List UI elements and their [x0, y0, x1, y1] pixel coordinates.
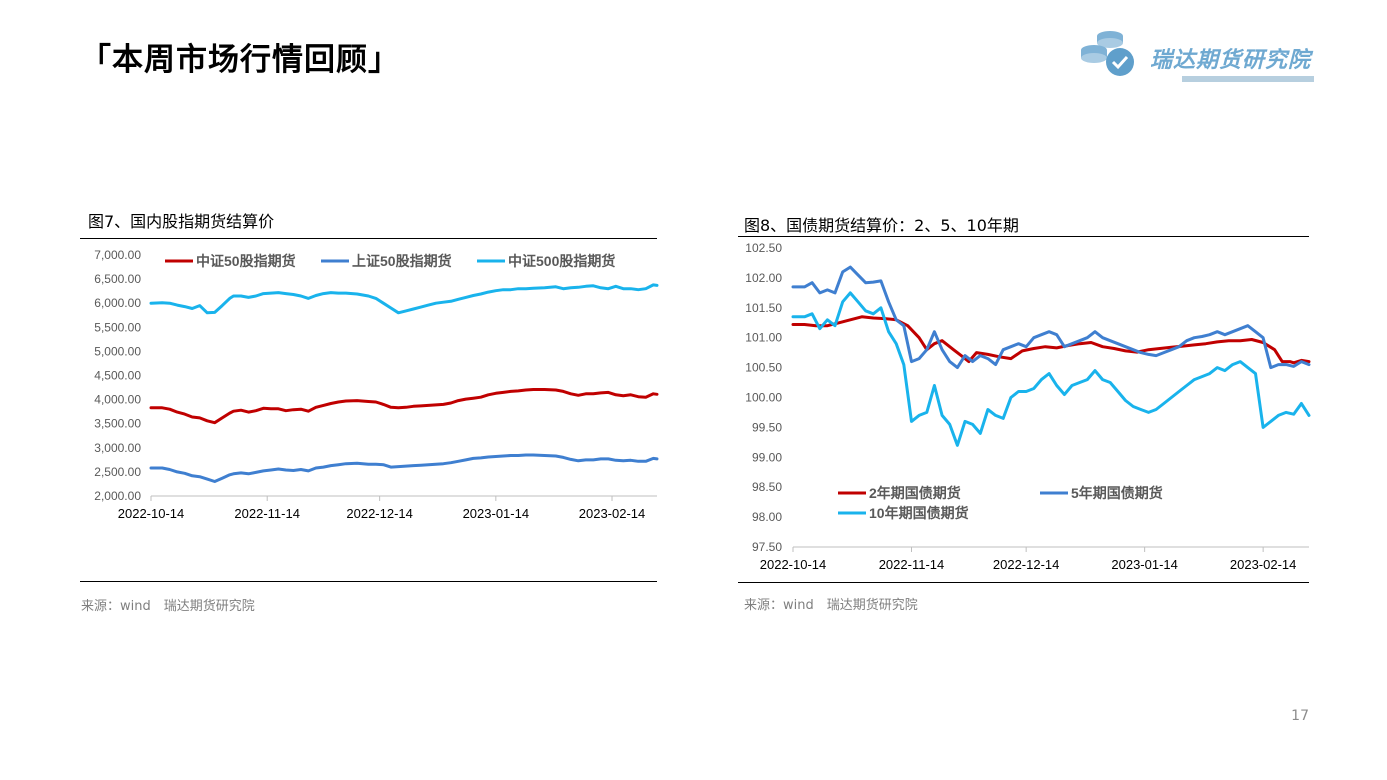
logo-underline: [1182, 76, 1314, 82]
chart-1-y-tick-label: 2,000.00: [94, 489, 141, 503]
chart-2-series-line-2: [791, 265, 1311, 370]
chart-2-y-tick-label: 98.00: [752, 510, 782, 524]
chart-1-legend-label-3: 中证500股指期货: [508, 253, 615, 269]
chart-2-legend-label-1: 2年期国债期货: [869, 485, 961, 501]
logo: 瑞达期货研究院: [1076, 28, 1316, 88]
chart-1-y-tick-label: 4,500.00: [94, 369, 141, 383]
chart-2-y-tick-label: 101.50: [745, 301, 782, 315]
chart-2-x-tick-label: 2022-12-14: [993, 557, 1060, 572]
chart-2-source: 来源：wind 瑞达期货研究院: [744, 598, 918, 613]
chart-1-y-tick-label: 6,000.00: [94, 296, 141, 310]
chart-1-x-tick-label: 2023-01-14: [463, 506, 530, 521]
chart-2-x-tick-label: 2022-10-14: [760, 557, 827, 572]
chart-2-series-line-1: [791, 315, 1311, 365]
chart-1-y-tick-label: 3,000.00: [94, 441, 141, 455]
chart-1-bottom-rule: [80, 581, 657, 582]
chart-2-y-tick-label: 98.50: [752, 480, 782, 494]
chart-1-x-tick-label: 2022-12-14: [346, 506, 413, 521]
logo-text: 瑞达期货研究院: [1150, 48, 1312, 73]
chart-2-y-tick-label: 102.00: [745, 271, 782, 285]
chart-1-title: 图7、国内股指期货结算价: [88, 212, 275, 231]
chart-1-y-tick-label: 3,500.00: [94, 417, 141, 431]
chart-1-x-tick-label: 2022-10-14: [118, 506, 185, 521]
chart-2-y-tick-label: 99.00: [752, 450, 782, 464]
chart-2-bottom-rule: [738, 582, 1309, 583]
chart-1-legend-label-2: 上证50股指期货: [352, 253, 452, 269]
chart-1-y-tick-label: 6,500.00: [94, 272, 141, 286]
chart-2-y-tick-label: 102.50: [745, 241, 782, 255]
chart-2-title: 图8、国债期货结算价：2、5、10年期: [744, 216, 1019, 235]
chart-2-y-tick-label: 100.50: [745, 361, 782, 375]
chart-2-y-tick-label: 101.00: [745, 331, 782, 345]
chart-1-series-line-2: [149, 453, 659, 483]
chart-2-x-tick-label: 2022-11-14: [879, 557, 945, 572]
chart-2-legend-label-2: 5年期国债期货: [1071, 485, 1163, 501]
chart-2-y-tick-label: 100.00: [745, 391, 782, 405]
chart-2-legend-label-3: 10年期国债期货: [869, 505, 969, 521]
chart-1-y-tick-label: 7,000.00: [94, 248, 141, 262]
chart-1-y-tick-label: 2,500.00: [94, 465, 141, 479]
chart-1-y-tick-label: 5,500.00: [94, 320, 141, 334]
chart-1-y-tick-label: 4,000.00: [94, 393, 141, 407]
chart-1-series-line-1: [149, 388, 659, 425]
chart-1-series-line-3: [149, 283, 659, 315]
chart-2-y-tick-label: 99.50: [752, 420, 782, 434]
chart-2-series-line-3: [791, 291, 1311, 447]
coins-icon: [1081, 31, 1134, 76]
chart-1-top-rule: [80, 238, 657, 239]
chart-1-x-tick-label: 2022-11-14: [234, 506, 300, 521]
page-title: 「本周市场行情回顾」: [80, 42, 400, 78]
chart-2-y-tick-label: 97.50: [752, 540, 782, 554]
chart-2-x-tick-label: 2023-01-14: [1111, 557, 1178, 572]
page-number: 17: [1291, 708, 1309, 724]
chart-1-legend-label-1: 中证50股指期货: [196, 253, 296, 269]
chart-1-x-tick-label: 2023-02-14: [579, 506, 646, 521]
chart-2-top-rule: [738, 236, 1309, 237]
chart-1-source: 来源：wind 瑞达期货研究院: [81, 599, 255, 614]
chart-1-y-tick-label: 5,000.00: [94, 344, 141, 358]
chart-2-x-tick-label: 2023-02-14: [1230, 557, 1297, 572]
